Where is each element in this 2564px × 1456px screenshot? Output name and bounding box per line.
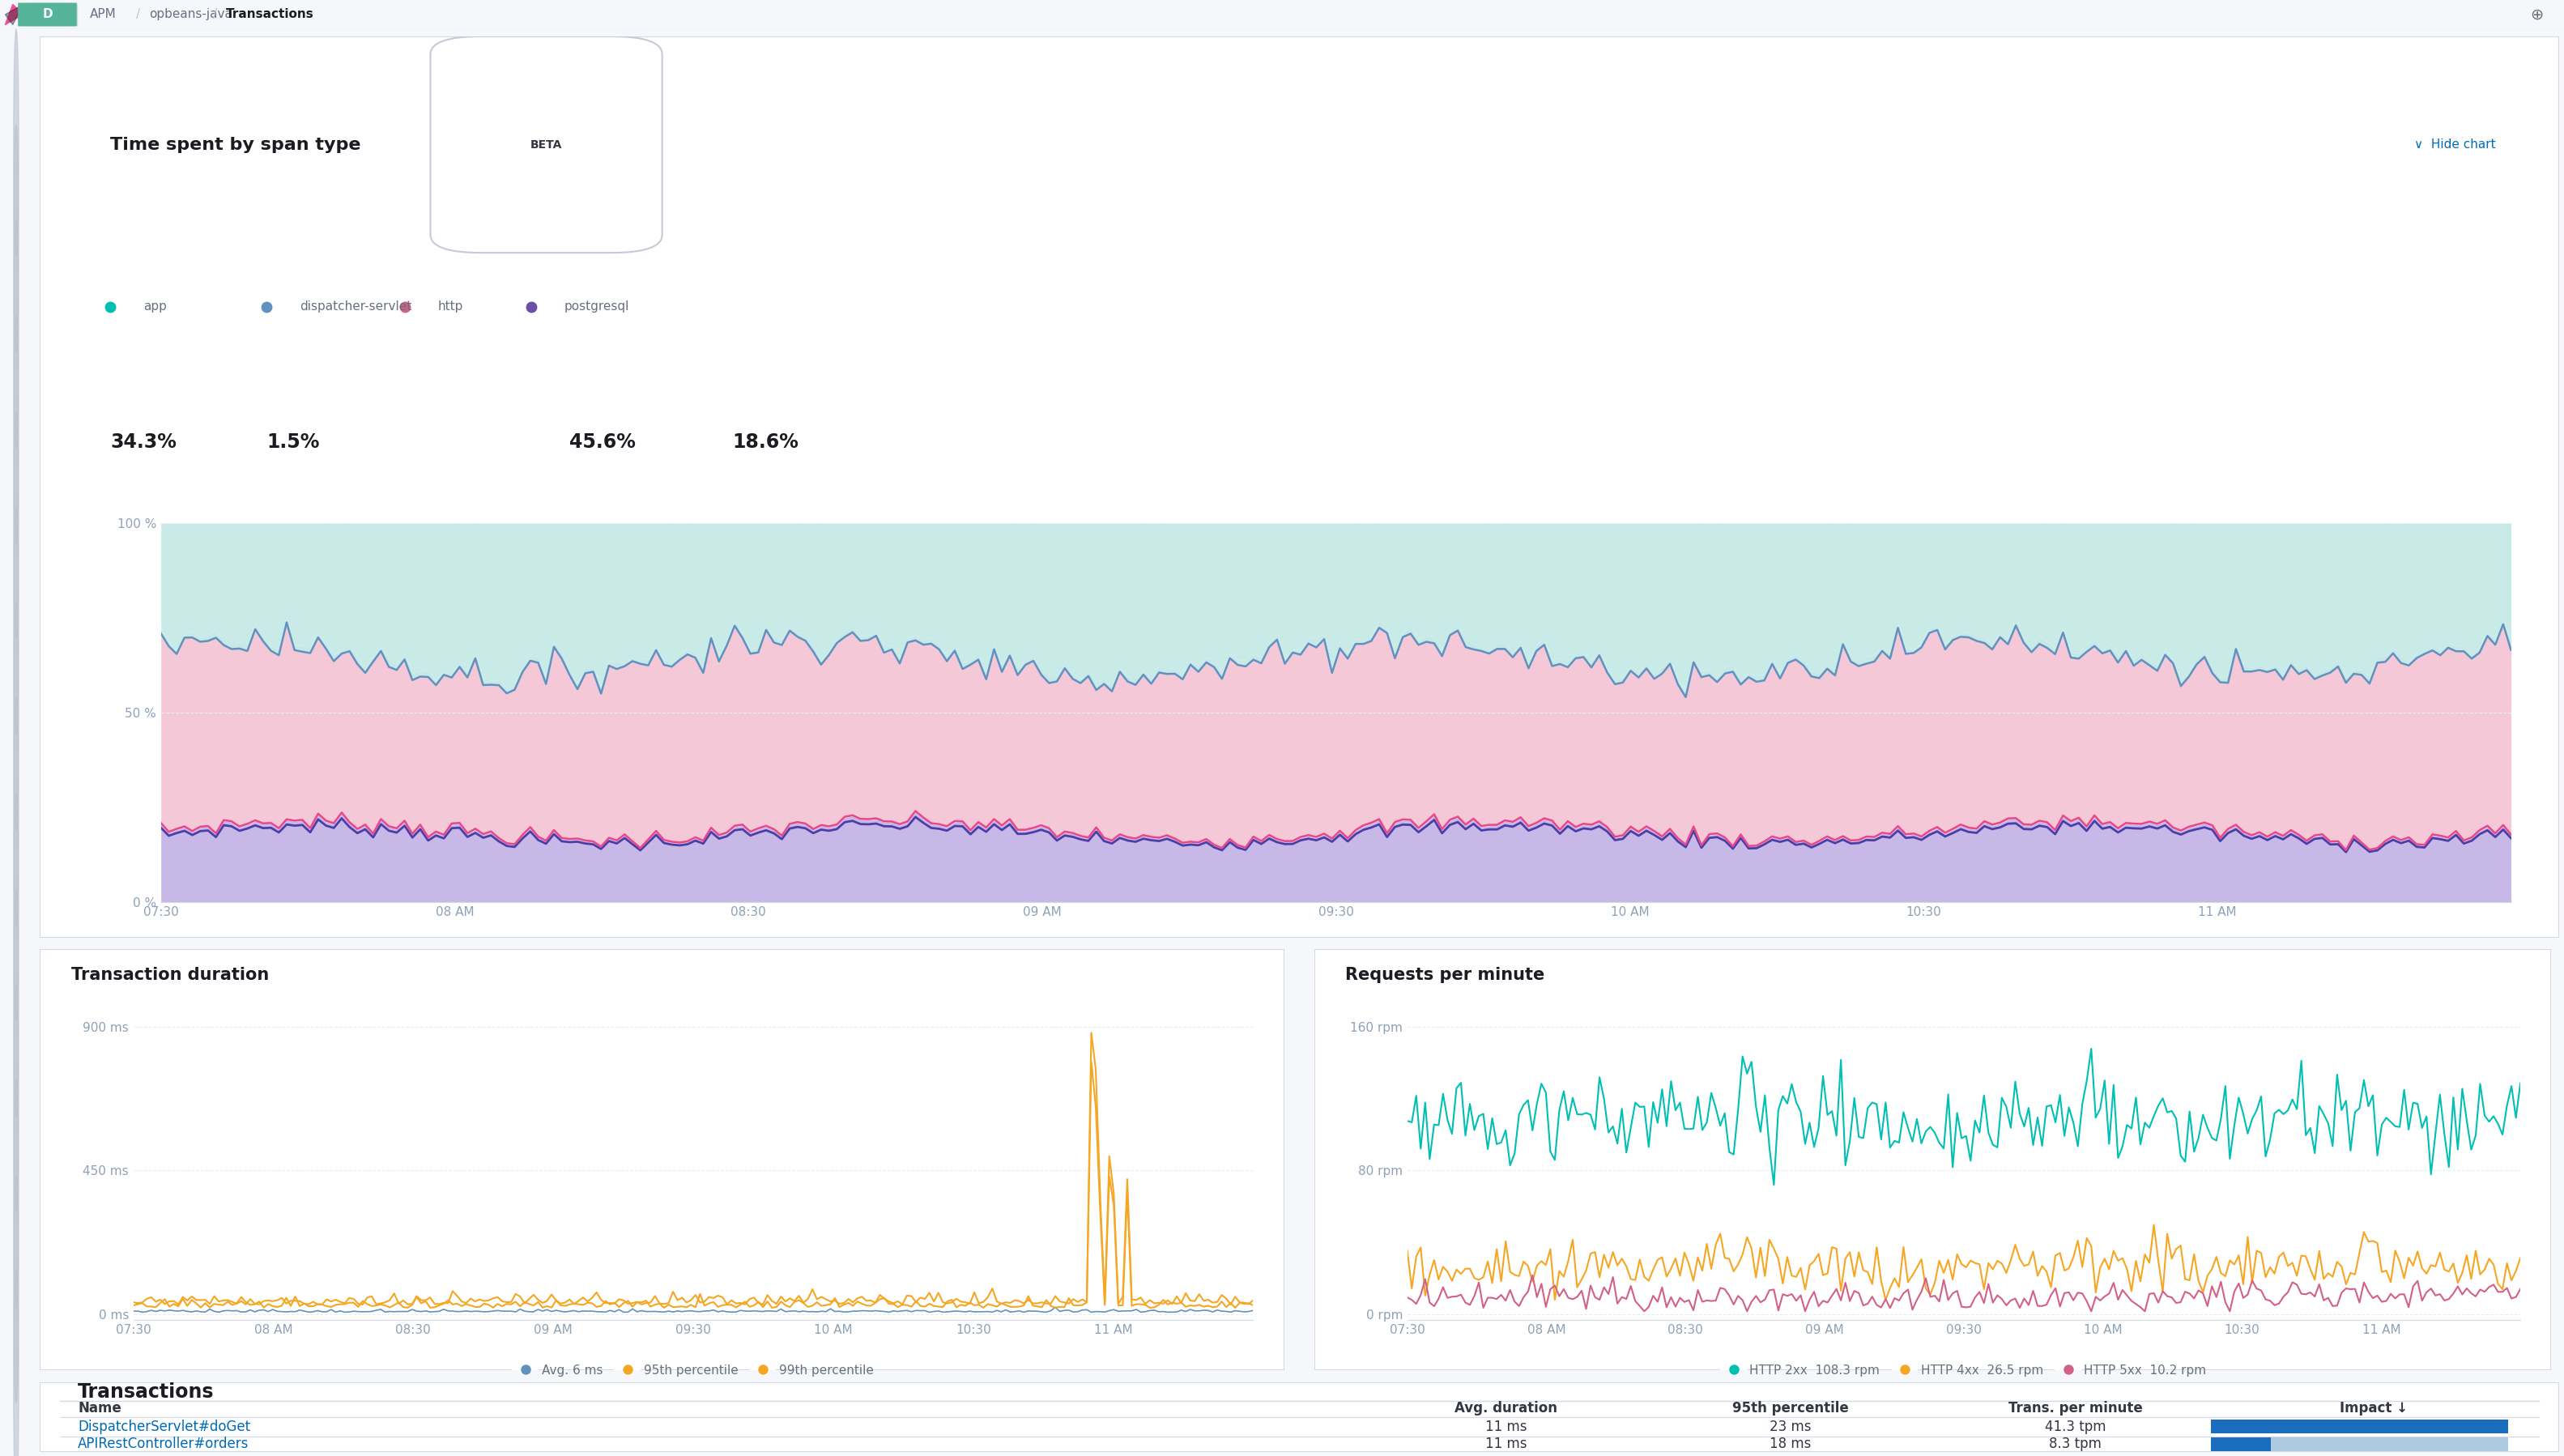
- FancyBboxPatch shape: [41, 1382, 2559, 1452]
- Circle shape: [13, 411, 18, 639]
- Circle shape: [13, 888, 18, 1117]
- Circle shape: [13, 220, 18, 448]
- Text: BETA: BETA: [531, 138, 562, 150]
- Text: APIRestController#orders: APIRestController#orders: [77, 1437, 249, 1452]
- Polygon shape: [5, 4, 23, 25]
- FancyBboxPatch shape: [41, 949, 1285, 1370]
- Text: Transactions: Transactions: [77, 1382, 215, 1402]
- Legend: HTTP 2xx  108.3 rpm, HTTP 4xx  26.5 rpm, HTTP 5xx  10.2 rpm: HTTP 2xx 108.3 rpm, HTTP 4xx 26.5 rpm, H…: [1715, 1360, 2210, 1382]
- FancyBboxPatch shape: [431, 36, 662, 253]
- Circle shape: [13, 697, 18, 926]
- Text: Transactions: Transactions: [226, 9, 313, 20]
- Text: app: app: [144, 301, 167, 313]
- Text: 45.6%: 45.6%: [569, 432, 636, 451]
- Circle shape: [13, 1175, 18, 1404]
- Text: Impact ↓: Impact ↓: [2341, 1401, 2408, 1415]
- Circle shape: [13, 125, 18, 352]
- Text: 1.5%: 1.5%: [267, 432, 320, 451]
- Text: APM: APM: [90, 9, 115, 20]
- Circle shape: [13, 316, 18, 545]
- Text: opbeans-java: opbeans-java: [149, 9, 231, 20]
- Circle shape: [13, 603, 18, 830]
- Circle shape: [13, 1271, 18, 1456]
- Text: Trans. per minute: Trans. per minute: [2008, 1401, 2144, 1415]
- Text: /: /: [213, 9, 218, 20]
- Text: http: http: [438, 301, 464, 313]
- Text: postgresql: postgresql: [564, 301, 628, 313]
- Legend: Avg. 6 ms, 95th percentile, 99th percentile: Avg. 6 ms, 95th percentile, 99th percent…: [508, 1360, 879, 1382]
- Text: D: D: [44, 9, 51, 20]
- FancyBboxPatch shape: [41, 36, 2559, 938]
- Text: dispatcher-servlet: dispatcher-servlet: [300, 301, 410, 313]
- Text: /: /: [136, 9, 141, 20]
- Circle shape: [13, 794, 18, 1021]
- Text: 95th percentile: 95th percentile: [1733, 1401, 1849, 1415]
- FancyBboxPatch shape: [1315, 949, 2551, 1370]
- Bar: [2210, 1420, 2508, 1434]
- Text: ∨  Hide chart: ∨ Hide chart: [2415, 138, 2495, 150]
- FancyBboxPatch shape: [18, 3, 77, 26]
- Text: 34.3%: 34.3%: [110, 432, 177, 451]
- Polygon shape: [5, 4, 23, 25]
- Text: 8.3 tpm: 8.3 tpm: [2049, 1437, 2102, 1452]
- Text: Time spent by span type: Time spent by span type: [110, 137, 362, 153]
- Circle shape: [13, 29, 18, 258]
- Circle shape: [13, 507, 18, 735]
- Text: ⊕: ⊕: [2531, 7, 2543, 22]
- Text: Name: Name: [77, 1401, 121, 1415]
- Text: 23 ms: 23 ms: [1769, 1420, 1813, 1434]
- Bar: [2210, 1437, 2272, 1452]
- Text: DispatcherServlet#doGet: DispatcherServlet#doGet: [77, 1420, 251, 1434]
- Text: 41.3 tpm: 41.3 tpm: [2044, 1420, 2105, 1434]
- Circle shape: [13, 984, 18, 1213]
- Text: 11 ms: 11 ms: [1485, 1420, 1526, 1434]
- Text: 18 ms: 18 ms: [1769, 1437, 1810, 1452]
- Bar: [2272, 1437, 2508, 1452]
- Circle shape: [13, 1079, 18, 1307]
- Text: Requests per minute: Requests per minute: [1346, 967, 1546, 983]
- Text: 18.6%: 18.6%: [733, 432, 800, 451]
- Text: Avg. duration: Avg. duration: [1454, 1401, 1556, 1415]
- Text: 11 ms: 11 ms: [1485, 1437, 1526, 1452]
- Text: Transaction duration: Transaction duration: [72, 967, 269, 983]
